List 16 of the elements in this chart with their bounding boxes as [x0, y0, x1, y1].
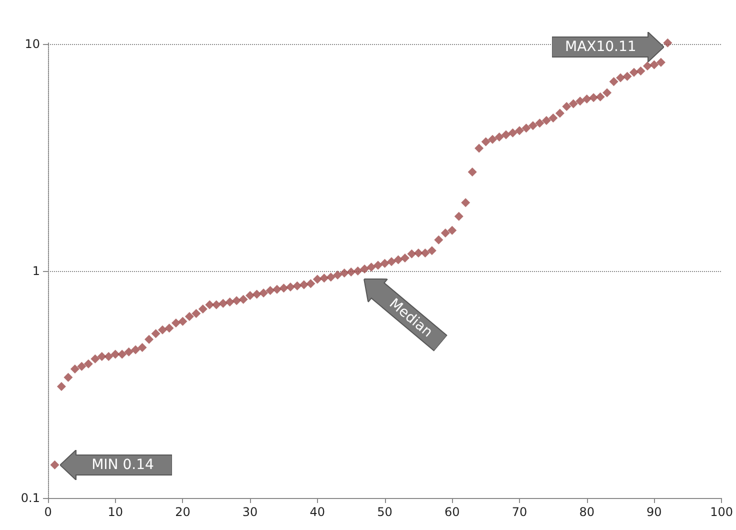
- x-tick-label: 20: [175, 505, 190, 519]
- x-tick-label: 30: [242, 505, 258, 519]
- annotation: MAX10.11: [564, 38, 636, 55]
- x-tick-label: 40: [310, 505, 326, 519]
- x-tick-label: 100: [710, 505, 733, 519]
- x-tick-label: 80: [579, 505, 594, 519]
- x-tick-label: 50: [377, 505, 392, 519]
- x-tick-label: 0: [44, 505, 52, 519]
- y-tick-label: 1: [32, 264, 40, 278]
- x-tick-label: 60: [444, 505, 460, 519]
- annotation: MIN 0.14: [92, 456, 154, 473]
- x-tick-label: 90: [646, 505, 662, 519]
- y-tick-label: 10: [24, 36, 40, 51]
- y-tick-label: 0.1: [20, 491, 40, 505]
- x-tick-label: 10: [108, 505, 123, 519]
- x-tick-label: 70: [512, 505, 528, 519]
